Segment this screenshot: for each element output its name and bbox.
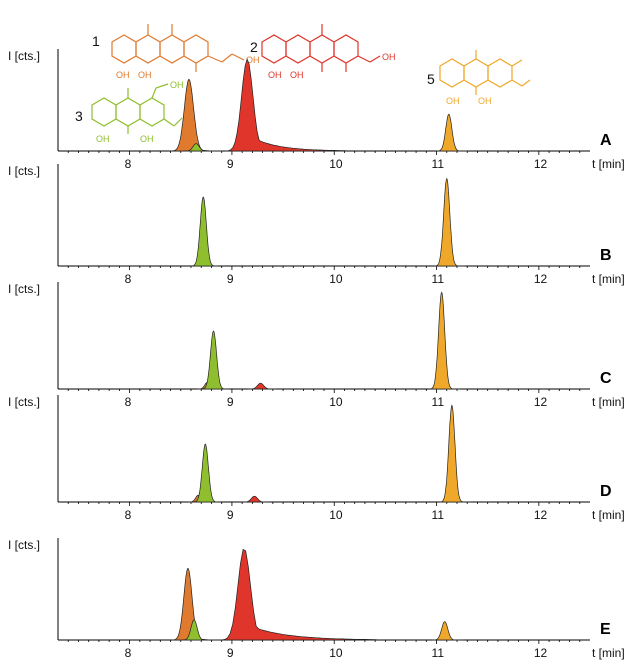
peak-compound-2 [242, 495, 270, 503]
x-tick-label: 8 [125, 272, 132, 286]
x-axis-label: t [min] [592, 272, 625, 286]
x-tick-label: 8 [125, 646, 132, 660]
x-tick-label: 12 [534, 508, 548, 522]
structure-2-oh-1: OH [268, 70, 282, 80]
peak-compound-3 [183, 143, 212, 152]
peak-compound-3 [201, 330, 229, 390]
x-tick-label: 10 [329, 646, 343, 660]
structure-3-oh-2: OH [140, 134, 154, 144]
panel-label: D [600, 483, 612, 500]
y-axis-label: I [cts.] [8, 164, 40, 178]
peak-compound-1 [170, 78, 223, 152]
peak-compound-3 [193, 443, 221, 503]
peak-compound-5 [436, 113, 468, 152]
x-tick-label: 11 [432, 272, 445, 286]
x-tick-label: 12 [534, 646, 548, 660]
panel-label: E [600, 621, 611, 638]
structure-5: 5 OH OH [427, 50, 531, 106]
structure-2-rings [261, 24, 381, 72]
peak-compound-2 [248, 382, 276, 390]
y-axis-label: I [cts.] [8, 49, 40, 63]
x-tick-label: 11 [432, 395, 445, 409]
x-axis-label: t [min] [592, 508, 625, 522]
structure-1-oh-3: OH [246, 55, 260, 65]
x-tick-label: 8 [125, 508, 132, 522]
y-axis-label: I [cts.] [8, 282, 40, 296]
structure-5-rings [439, 50, 531, 95]
compound-5-number: 5 [427, 71, 435, 87]
structure-3-oh-3: OH [170, 80, 184, 90]
panels-layer: I [cts.] 8 9 10 11 12 t [min] A I [cts.] 8 9 10 11 12… [8, 49, 625, 660]
compound-3-number: 3 [75, 108, 83, 124]
peak-compound-5 [439, 404, 471, 503]
x-tick-label: 9 [227, 157, 234, 171]
peak-compound-5 [434, 177, 466, 267]
x-tick-label: 9 [227, 646, 234, 660]
peak-compound-2 [219, 548, 377, 641]
structure-1-oh-1: OH [116, 70, 130, 80]
structure-1-oh-2: OH [138, 70, 152, 80]
panel-D: I [cts.] 8 9 10 11 12 t [min] D [8, 395, 625, 522]
compound-2-number: 2 [250, 39, 258, 55]
x-tick-label: 11 [432, 157, 445, 171]
panel-B: I [cts.] 8 9 10 11 12 t [min] B [8, 164, 625, 286]
x-axis-label: t [min] [592, 646, 625, 660]
panel-A: I [cts.] 8 9 10 11 12 t [min] A [8, 49, 625, 171]
structure-2-oh-3: OH [382, 52, 396, 62]
peak-compound-2 [224, 58, 347, 152]
panel-label: C [600, 370, 612, 387]
structure-5-oh-1: OH [446, 96, 460, 106]
peak-compound-5 [429, 291, 461, 390]
x-tick-label: 10 [329, 508, 343, 522]
structure-3: 3 OH OH OH [75, 80, 184, 144]
structure-3-rings [91, 83, 183, 134]
panel-E: I [cts.] 8 9 10 11 12 t [min] E [8, 538, 625, 660]
structure-1: 1 OH OH OH [92, 24, 260, 80]
x-tick-label: 10 [329, 157, 343, 171]
x-tick-label: 9 [227, 272, 234, 286]
x-tick-label: 9 [227, 395, 234, 409]
peak-compound-3 [191, 196, 219, 267]
x-tick-label: 8 [125, 157, 132, 171]
x-axis-label: t [min] [592, 395, 625, 409]
x-tick-label: 12 [534, 395, 548, 409]
panel-label: B [600, 247, 612, 264]
structure-2-oh-2: OH [290, 70, 304, 80]
panel-label: A [600, 132, 612, 149]
x-tick-label: 12 [534, 157, 548, 171]
structure-5-oh-2: OH [478, 96, 492, 106]
x-tick-label: 11 [432, 646, 445, 660]
x-tick-label: 10 [329, 395, 343, 409]
peak-compound-5 [432, 621, 464, 641]
compound-1-number: 1 [92, 33, 100, 49]
structure-2: 2 OH OH OH [250, 24, 396, 80]
x-tick-label: 9 [227, 508, 234, 522]
y-axis-label: I [cts.] [8, 395, 40, 409]
peak-compound-3 [181, 619, 210, 641]
y-axis-label: I [cts.] [8, 538, 40, 552]
structure-1-rings [111, 24, 245, 72]
x-tick-label: 11 [432, 508, 445, 522]
panel-C: I [cts.] 8 9 10 11 12 t [min] C [8, 282, 625, 409]
x-tick-label: 8 [125, 395, 132, 409]
x-tick-label: 10 [329, 272, 343, 286]
x-tick-label: 12 [534, 272, 548, 286]
structure-3-oh-1: OH [96, 134, 110, 144]
x-axis-label: t [min] [592, 157, 625, 171]
